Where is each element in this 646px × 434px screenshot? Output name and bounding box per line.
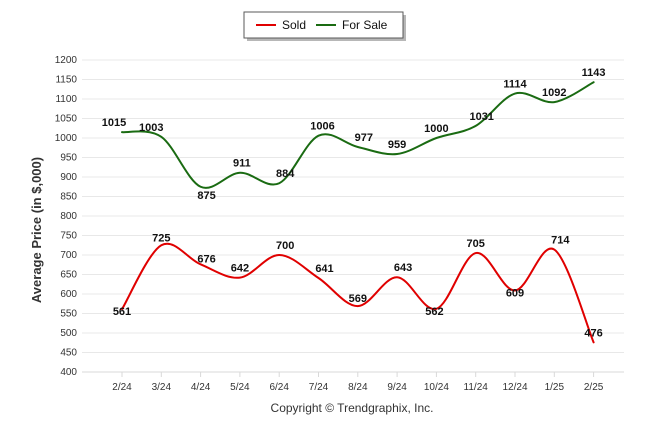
y-tick-label: 450 (60, 348, 77, 359)
data-label-sold: 569 (349, 293, 367, 305)
data-label-for-sale: 884 (276, 168, 295, 180)
y-tick-label: 800 (60, 211, 77, 222)
x-tick-label: 2/24 (112, 382, 132, 393)
x-tick-label: 9/24 (387, 382, 407, 393)
data-label-sold: 700 (276, 240, 294, 252)
data-point-for-sale (552, 100, 556, 104)
data-point-for-sale (395, 152, 399, 156)
series-lines (120, 80, 595, 344)
y-tick-label: 850 (60, 192, 77, 203)
data-point-for-sale (316, 133, 320, 137)
copyright-text: Copyright © Trendgraphix, Inc. (271, 401, 434, 415)
data-label-sold: 609 (506, 287, 524, 299)
data-label-for-sale: 959 (388, 139, 406, 151)
data-label-sold: 643 (394, 262, 412, 274)
data-point-for-sale (591, 80, 595, 84)
x-tick-label: 4/24 (191, 382, 211, 393)
y-tick-label: 1200 (55, 55, 78, 66)
axes: 400 450 500 550 600 650 700 750 800 850 900 950 1000… (55, 55, 624, 393)
data-point-for-sale (277, 181, 281, 185)
data-point-sold (238, 275, 242, 279)
data-label-for-sale: 1006 (310, 121, 334, 133)
data-label-sold: 562 (425, 306, 443, 318)
grid (82, 59, 624, 373)
data-point-sold (552, 247, 556, 251)
data-label-sold: 676 (197, 253, 215, 265)
legend-sold-label: Sold (282, 18, 306, 32)
y-tick-label: 1150 (55, 75, 77, 86)
data-label-sold: 641 (315, 263, 333, 275)
data-point-sold (316, 276, 320, 280)
data-label-sold: 642 (231, 263, 249, 275)
data-point-for-sale (513, 91, 517, 95)
data-label-sold: 714 (551, 235, 570, 247)
data-point-for-sale (238, 171, 242, 175)
legend-for-sale-label: For Sale (342, 18, 388, 32)
series-line-for-sale (121, 81, 595, 189)
data-point-for-sale (474, 124, 478, 128)
y-tick-label: 400 (60, 367, 77, 378)
y-tick-label: 600 (60, 289, 77, 300)
series-line-sold (121, 242, 595, 344)
data-point-for-sale (356, 145, 360, 149)
x-tick-label: 5/24 (230, 382, 250, 393)
x-tick-label: 7/24 (309, 382, 329, 393)
data-label-sold: 725 (152, 232, 170, 244)
y-tick-label: 550 (60, 309, 77, 320)
x-tick-label: 6/24 (269, 382, 289, 393)
x-tick-label: 8/24 (348, 382, 368, 393)
x-tick-label: 3/24 (152, 382, 172, 393)
data-label-for-sale: 875 (197, 190, 215, 202)
data-label-sold: 561 (113, 306, 131, 318)
x-tick-label: 12/24 (502, 382, 527, 393)
x-tick-label: 11/24 (464, 382, 489, 393)
y-tick-label: 750 (60, 231, 77, 242)
x-tick-label: 1/25 (545, 382, 565, 393)
data-label-for-sale: 1031 (469, 111, 493, 123)
data-point-for-sale (120, 130, 124, 134)
x-tick-label: 2/25 (584, 382, 604, 393)
y-tick-label: 1050 (55, 114, 78, 125)
y-tick-label: 1100 (55, 94, 77, 105)
data-label-for-sale: 911 (233, 158, 251, 170)
data-label-for-sale: 1003 (139, 122, 163, 134)
data-point-for-sale (159, 135, 163, 139)
y-tick-label: 500 (60, 328, 77, 339)
y-axis-label: Average Price (in $,000) (29, 157, 44, 303)
data-label-for-sale: 977 (355, 132, 373, 144)
data-label-for-sale: 1143 (582, 67, 606, 79)
y-tick-label: 900 (60, 172, 77, 183)
data-label-sold: 705 (467, 238, 485, 250)
data-label-for-sale: 1015 (102, 117, 126, 129)
data-label-sold: 476 (584, 327, 602, 339)
data-label-for-sale: 1000 (424, 123, 448, 135)
data-labels: 561 725 676 642 700 641 569 643 562 705 609 714 476 1… (102, 67, 606, 339)
data-point-sold (591, 340, 595, 344)
data-point-for-sale (434, 136, 438, 140)
data-label-for-sale: 1114 (503, 79, 527, 91)
y-tick-label: 950 (60, 153, 77, 164)
legend: Sold For Sale (243, 11, 406, 41)
y-tick-label: 700 (60, 250, 77, 261)
y-tick-label: 650 (60, 270, 77, 281)
data-point-sold (395, 275, 399, 279)
y-tick-label: 1000 (55, 133, 78, 144)
data-point-for-sale (198, 185, 202, 189)
data-point-sold (277, 253, 281, 257)
data-label-for-sale: 1092 (542, 87, 566, 99)
data-point-sold (474, 251, 478, 255)
x-tick-label: 10/24 (424, 382, 449, 393)
